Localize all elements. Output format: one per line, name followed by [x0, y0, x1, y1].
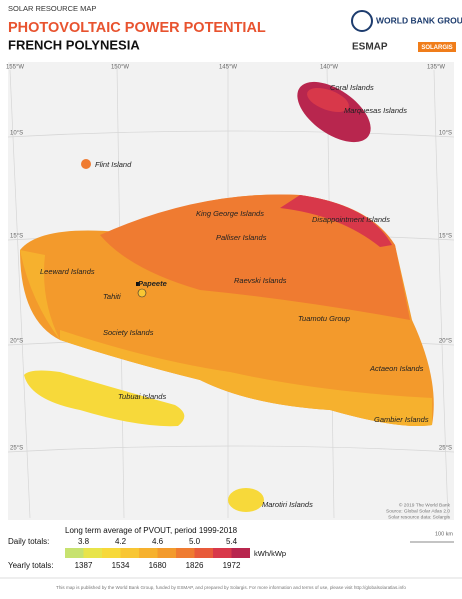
- place-label: Tuamotu Group: [298, 314, 350, 323]
- lat-label: 20°S: [439, 339, 452, 345]
- capital-marker: [136, 282, 140, 286]
- region: [60, 330, 432, 426]
- place-label: Marquesas Islands: [344, 106, 407, 115]
- lat-label: 15°S: [10, 234, 23, 240]
- lon-label: 145°W: [219, 65, 237, 71]
- wb-text: WORLD BANK GROUP: [376, 15, 462, 25]
- legend-swatch: [120, 548, 139, 558]
- place-label: Coral Islands: [330, 83, 374, 92]
- legend-unit: kWh/kWp: [254, 549, 286, 558]
- credit: Source: Global Solar Atlas 2.0: [386, 508, 450, 514]
- place-label: Tubuai Islands: [118, 392, 166, 401]
- solargis: SOLARGIS: [421, 45, 452, 51]
- yearly-tick: 1826: [186, 561, 204, 570]
- lat-label: 25°S: [439, 446, 452, 452]
- legend-title: Long term average of PVOUT, period 1999-…: [65, 526, 238, 535]
- lat-label: 10°S: [10, 131, 23, 137]
- yearly-tick: 1680: [149, 561, 167, 570]
- legend-swatch: [213, 548, 232, 558]
- lon-label: 150°W: [111, 65, 129, 71]
- lat-label: 15°S: [439, 234, 452, 240]
- yearly-label: Yearly totals:: [8, 561, 54, 570]
- lon-label: 155°W: [6, 65, 24, 71]
- kicker: SOLAR RESOURCE MAP: [8, 4, 96, 13]
- legend-swatch: [65, 548, 84, 558]
- title: PHOTOVOLTAIC POWER POTENTIAL: [8, 20, 266, 36]
- place-label: Palliser Islands: [216, 233, 267, 242]
- daily-tick: 5.0: [189, 537, 201, 546]
- region: [100, 194, 410, 320]
- daily-label: Daily totals:: [8, 537, 49, 546]
- lon-label: 140°W: [320, 65, 338, 71]
- place-label: Papeete: [138, 279, 167, 288]
- subtitle: FRENCH POLYNESIA: [8, 37, 140, 52]
- daily-tick: 4.6: [152, 537, 164, 546]
- scale-label: 100 km: [435, 531, 453, 537]
- daily-tick: 5.4: [226, 537, 238, 546]
- place-label: Marotiri Islands: [262, 500, 313, 509]
- legend-swatch: [231, 548, 250, 558]
- place-label: Leeward Islands: [40, 267, 95, 276]
- tahiti-shape: [137, 288, 147, 298]
- place-label: Gambier Islands: [374, 415, 429, 424]
- region: [280, 195, 392, 247]
- credit: Solar resource data: Solargis: [388, 514, 450, 520]
- yearly-tick: 1387: [75, 561, 93, 570]
- esmap: ESMAP: [352, 42, 388, 53]
- place-label: King George Islands: [196, 209, 264, 218]
- lat-label: 25°S: [10, 446, 23, 452]
- island-zone: [81, 159, 91, 169]
- legend-swatch: [83, 548, 102, 558]
- legend-swatch: [157, 548, 176, 558]
- region: [228, 488, 264, 512]
- region: [307, 87, 349, 113]
- lon-label: 135°W: [427, 65, 445, 71]
- place-label: Tahiti: [103, 292, 121, 301]
- lat-label: 20°S: [10, 339, 23, 345]
- solargis-bg: [418, 42, 456, 52]
- place-label: Raevski Islands: [234, 276, 287, 285]
- daily-tick: 3.8: [78, 537, 90, 546]
- legend-swatch: [139, 548, 158, 558]
- daily-tick: 4.2: [115, 537, 127, 546]
- place-label: Flint Island: [95, 160, 132, 169]
- footer: This map is published by the World Bank …: [56, 585, 406, 590]
- region: [24, 370, 185, 427]
- place-label: Society Islands: [103, 328, 154, 337]
- wb-logo: [351, 10, 373, 32]
- place-label: Actaeon Islands: [369, 364, 424, 373]
- credit: © 2019 The World Bank: [399, 501, 451, 508]
- place-label: Disappointment Islands: [312, 215, 390, 224]
- legend-swatch: [194, 548, 213, 558]
- yearly-tick: 1972: [223, 561, 241, 570]
- region: [20, 250, 60, 340]
- legend-swatch: [176, 548, 195, 558]
- yearly-tick: 1534: [112, 561, 130, 570]
- lat-label: 10°S: [439, 131, 452, 137]
- legend-swatch: [102, 548, 121, 558]
